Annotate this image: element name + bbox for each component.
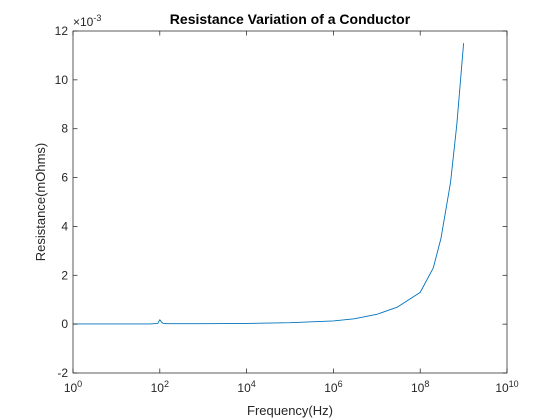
x-tick-label-exponent: 4 <box>251 379 256 389</box>
x-tick-label: 1010 <box>495 379 518 395</box>
x-tick-label-exponent: 8 <box>424 379 429 389</box>
x-tick-label: 106 <box>324 379 342 395</box>
x-tick-label: 100 <box>64 379 82 395</box>
y-tick-label: 2 <box>61 268 68 282</box>
x-tick-label-exponent: 2 <box>164 379 169 389</box>
x-tick-label-base: 10 <box>64 381 78 395</box>
plot-area <box>73 31 507 373</box>
y-tick-label: 0 <box>61 317 68 331</box>
y-axis-label: Resistance(mOhms) <box>33 143 48 261</box>
x-axis-label: Frequency(Hz) <box>247 403 333 418</box>
x-tick-label-base: 10 <box>151 381 165 395</box>
y-multiplier: ×10-3 <box>73 13 101 29</box>
chart-title: Resistance Variation of a Conductor <box>170 11 411 27</box>
x-tick-label-base: 10 <box>495 381 509 395</box>
x-tick-label-exponent: 0 <box>77 379 82 389</box>
y-tick-label: 10 <box>55 73 69 87</box>
y-multiplier-exponent: -3 <box>93 13 101 23</box>
y-tick-label: 12 <box>55 24 69 38</box>
series-line-0 <box>73 43 465 325</box>
series-layer <box>73 43 465 325</box>
plot-box <box>72 30 508 374</box>
y-tick-label: 6 <box>61 171 68 185</box>
x-tick-label-base: 10 <box>237 381 251 395</box>
y-tick-label: 8 <box>61 122 68 136</box>
x-tick-label: 108 <box>411 379 429 395</box>
x-tick-label: 102 <box>151 379 169 395</box>
y-multiplier-base: ×10 <box>73 15 94 29</box>
y-tick-label: -2 <box>57 366 68 380</box>
x-tick-label-exponent: 6 <box>338 379 343 389</box>
x-tick-label-base: 10 <box>324 381 338 395</box>
x-tick-label-base: 10 <box>411 381 425 395</box>
x-tick-label: 104 <box>237 379 255 395</box>
x-tick-label-exponent: 10 <box>509 379 519 389</box>
y-tick-label: 4 <box>61 219 68 233</box>
